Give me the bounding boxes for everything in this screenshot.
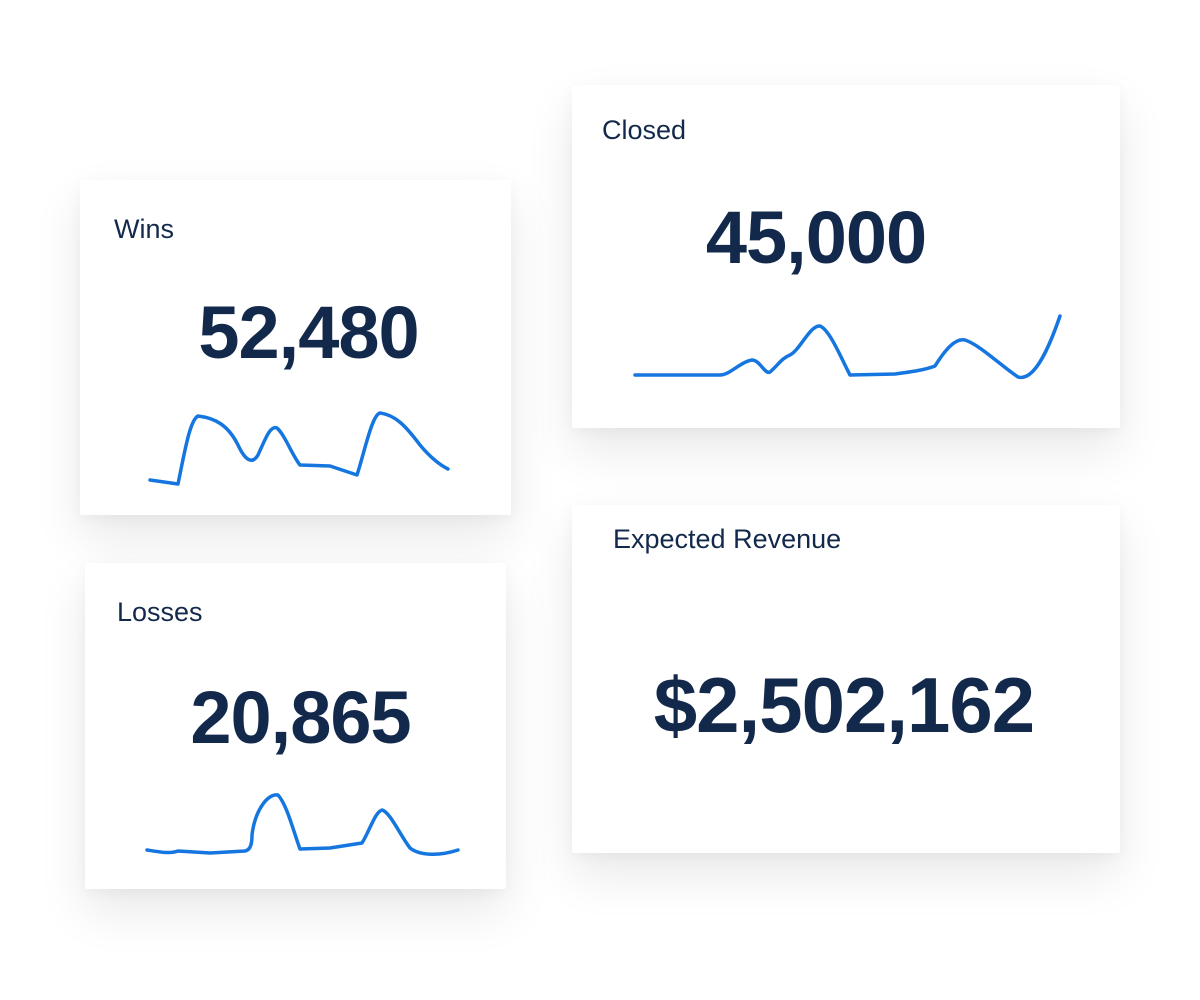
card-value: $2,502,162: [653, 661, 1035, 749]
closed-card: Closed 45,000: [572, 85, 1120, 428]
card-value: 45,000: [705, 196, 927, 279]
losses-card: Losses 20,865: [85, 563, 506, 889]
expected-revenue-card: Expected Revenue $2,502,162: [572, 505, 1120, 853]
card-label: Expected Revenue: [613, 524, 842, 554]
card-label: Closed: [602, 115, 687, 145]
wins-card: Wins 52,480: [80, 180, 511, 515]
card-label: Wins: [114, 214, 174, 244]
card-value: 52,480: [198, 291, 419, 374]
card-label: Losses: [117, 597, 203, 627]
card-value: 20,865: [190, 676, 411, 759]
